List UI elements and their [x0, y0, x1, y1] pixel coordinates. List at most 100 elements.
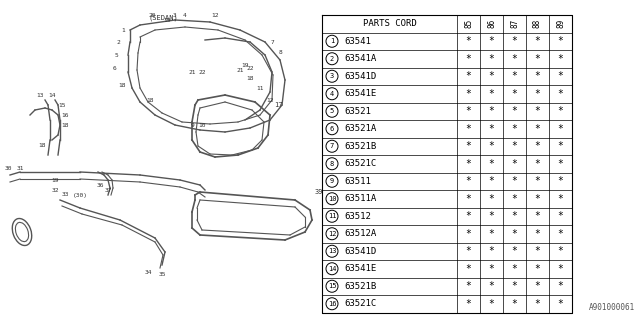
Text: 22: 22: [198, 69, 205, 75]
Text: *: *: [465, 159, 472, 169]
Text: *: *: [465, 71, 472, 81]
Text: *: *: [465, 281, 472, 291]
Text: 32: 32: [51, 188, 59, 193]
Text: 85: 85: [464, 19, 473, 28]
Text: 12: 12: [211, 12, 219, 18]
Text: *: *: [511, 229, 517, 239]
Text: *: *: [557, 264, 563, 274]
Text: 63512A: 63512A: [344, 229, 376, 238]
Text: 89: 89: [556, 19, 565, 28]
Text: *: *: [557, 229, 563, 239]
Text: *: *: [534, 159, 540, 169]
Text: *: *: [557, 141, 563, 151]
Text: 63512: 63512: [344, 212, 371, 221]
Text: *: *: [557, 194, 563, 204]
Text: A901000061: A901000061: [589, 303, 635, 312]
Text: 13: 13: [36, 92, 44, 98]
Text: 37: 37: [104, 188, 112, 193]
Text: 63541A: 63541A: [344, 54, 376, 63]
Text: 16: 16: [328, 301, 336, 307]
Text: 33: 33: [61, 191, 68, 196]
Text: 18: 18: [38, 142, 45, 148]
Text: *: *: [534, 211, 540, 221]
Text: *: *: [511, 211, 517, 221]
Text: *: *: [557, 299, 563, 309]
Text: *: *: [534, 281, 540, 291]
Text: *: *: [511, 176, 517, 186]
Text: 36: 36: [96, 182, 104, 188]
Text: *: *: [488, 89, 495, 99]
Text: 11: 11: [328, 213, 336, 219]
Text: 39: 39: [315, 189, 323, 195]
Text: 12: 12: [328, 231, 336, 237]
Text: *: *: [534, 71, 540, 81]
Text: 1: 1: [121, 28, 125, 33]
Text: 16: 16: [61, 113, 68, 117]
Text: *: *: [488, 211, 495, 221]
Text: *: *: [488, 124, 495, 134]
Text: *: *: [488, 194, 495, 204]
Text: 15: 15: [328, 283, 336, 289]
Text: 63541D: 63541D: [344, 247, 376, 256]
Text: *: *: [534, 106, 540, 116]
Text: *: *: [465, 211, 472, 221]
Text: 11: 11: [256, 85, 264, 91]
Text: 2: 2: [330, 56, 334, 62]
Text: *: *: [488, 299, 495, 309]
Text: 63521A: 63521A: [344, 124, 376, 133]
Text: *: *: [465, 124, 472, 134]
Text: PARTS CORD: PARTS CORD: [363, 19, 417, 28]
Text: *: *: [465, 194, 472, 204]
Text: 12: 12: [266, 98, 274, 102]
Text: *: *: [465, 229, 472, 239]
Text: 88: 88: [533, 19, 542, 28]
Text: 63511A: 63511A: [344, 194, 376, 203]
Text: 2: 2: [116, 39, 120, 44]
Text: 18: 18: [61, 123, 68, 127]
Text: *: *: [488, 54, 495, 64]
Text: 15: 15: [58, 102, 66, 108]
Text: *: *: [511, 299, 517, 309]
Text: *: *: [511, 281, 517, 291]
Text: 63511: 63511: [344, 177, 371, 186]
Text: *: *: [511, 194, 517, 204]
Text: 34: 34: [144, 269, 152, 275]
Text: 18: 18: [118, 83, 125, 87]
Text: *: *: [511, 246, 517, 256]
Text: 63521B: 63521B: [344, 282, 376, 291]
Text: 4: 4: [330, 91, 334, 97]
Text: 7: 7: [270, 39, 274, 44]
Text: *: *: [534, 299, 540, 309]
Text: 10: 10: [198, 123, 205, 127]
Text: *: *: [534, 229, 540, 239]
Text: 18: 18: [147, 98, 154, 102]
Text: *: *: [488, 246, 495, 256]
Text: 9: 9: [330, 178, 334, 184]
Text: *: *: [557, 36, 563, 46]
Text: *: *: [465, 299, 472, 309]
Text: *: *: [465, 106, 472, 116]
Text: *: *: [465, 264, 472, 274]
Text: *: *: [488, 71, 495, 81]
Text: *: *: [534, 194, 540, 204]
Text: 3: 3: [330, 73, 334, 79]
Text: *: *: [534, 264, 540, 274]
Text: *: *: [511, 141, 517, 151]
Text: 4: 4: [183, 12, 187, 18]
Text: 63521: 63521: [344, 107, 371, 116]
Text: *: *: [557, 176, 563, 186]
Text: 19: 19: [241, 62, 249, 68]
Text: 63541: 63541: [344, 37, 371, 46]
Text: 63541D: 63541D: [344, 72, 376, 81]
Text: *: *: [557, 71, 563, 81]
Text: *: *: [488, 159, 495, 169]
Text: *: *: [465, 141, 472, 151]
Text: *: *: [511, 89, 517, 99]
Text: *: *: [511, 71, 517, 81]
Text: 13: 13: [328, 248, 336, 254]
Text: *: *: [488, 176, 495, 186]
Text: 22: 22: [246, 66, 253, 70]
Text: *: *: [488, 106, 495, 116]
Text: *: *: [557, 211, 563, 221]
Text: *: *: [511, 54, 517, 64]
